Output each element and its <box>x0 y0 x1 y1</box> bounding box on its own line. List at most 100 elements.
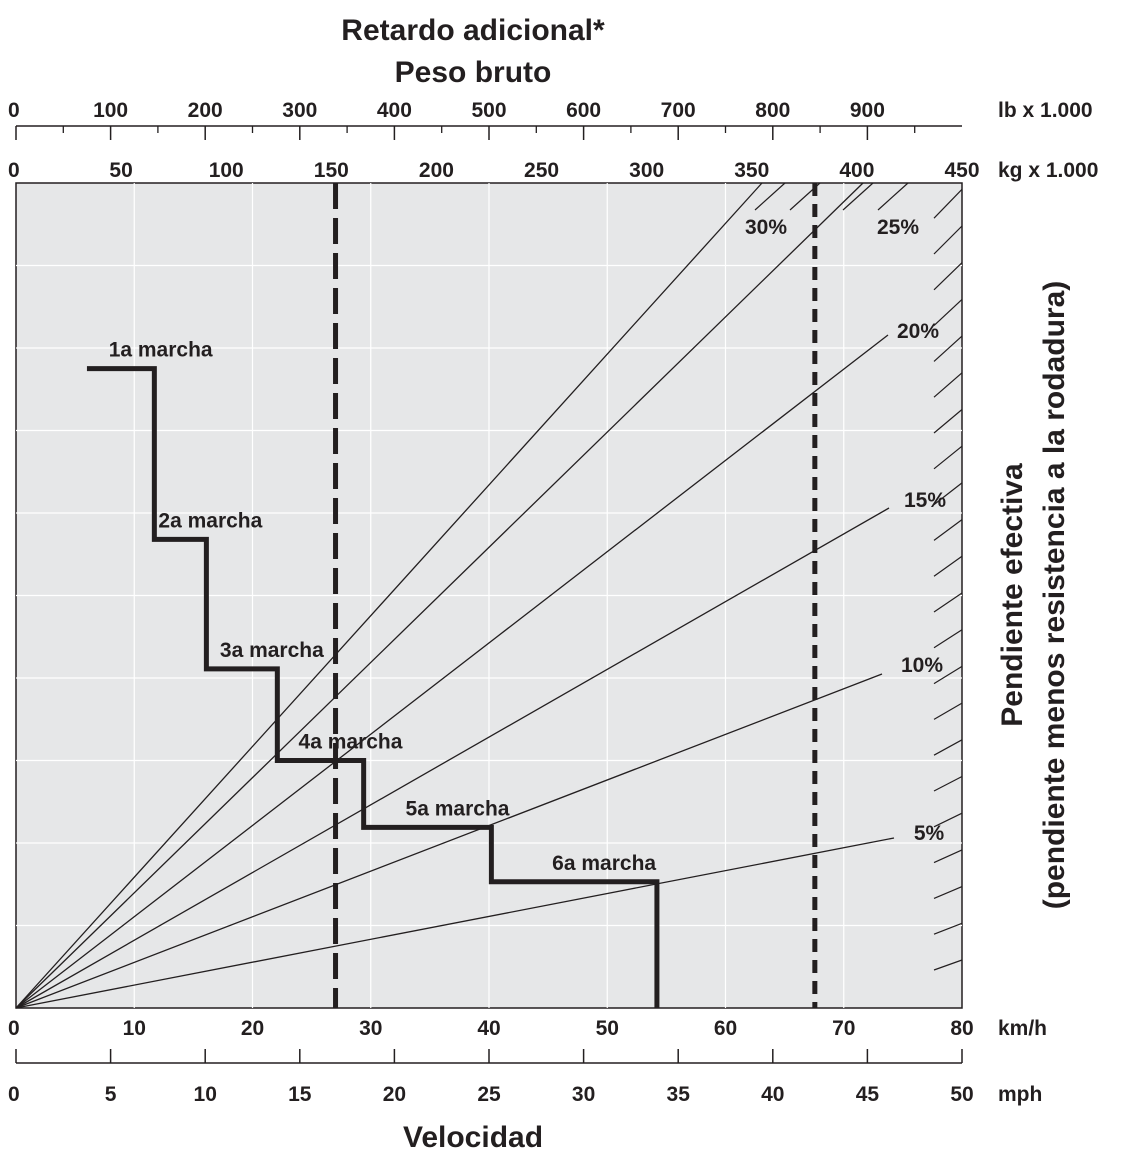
kg-unit-label: kg x 1.000 <box>998 159 1098 182</box>
gear-curve: 1a marcha 2a marcha 3a marcha 4a marcha 5a m… <box>86 339 660 1008</box>
mph-axis: 0 5 10 15 20 25 30 35 40 45 50 <box>8 1049 974 1106</box>
edge-tick <box>933 886 963 899</box>
gear-label-4: 4a marcha <box>299 731 403 754</box>
edge-tick <box>933 959 963 971</box>
mph-tick-label: 30 <box>572 1083 595 1106</box>
kg-tick-label: 150 <box>314 159 349 182</box>
kmh-tick-label: 70 <box>832 1017 855 1040</box>
edge-tick <box>933 445 963 470</box>
gear-curve-line <box>86 366 660 1008</box>
chart-title: Retardo adicional* <box>341 14 605 47</box>
kg-tick-label: 0 <box>8 159 20 182</box>
kg-tick-label: 250 <box>524 159 559 182</box>
kmh-tick-label: 50 <box>596 1017 619 1040</box>
kmh-tick-label: 30 <box>359 1017 382 1040</box>
mph-tick-label: 45 <box>856 1083 880 1106</box>
edge-tick <box>933 739 963 756</box>
edge-tick <box>933 188 963 219</box>
kg-axis: 0 50 100 150 200 250 300 350 400 450 <box>8 159 980 182</box>
mph-tick-label: 50 <box>950 1083 973 1106</box>
edge-tick <box>933 775 963 792</box>
kmh-tick-label: 80 <box>950 1017 973 1040</box>
grid <box>16 183 962 1008</box>
kg-tick-label: 300 <box>629 159 664 182</box>
edge-tick <box>933 482 963 506</box>
mph-unit-label: mph <box>998 1083 1042 1106</box>
dashed-weight-lines <box>333 183 818 1008</box>
grade-line-20 <box>15 334 889 1009</box>
gear-label-3: 3a marcha <box>220 639 324 662</box>
edge-tick <box>933 592 963 613</box>
kg-tick-label: 400 <box>839 159 874 182</box>
kg-tick-label: 200 <box>419 159 454 182</box>
edge-tick <box>933 225 963 255</box>
edge-tick <box>933 665 963 685</box>
kg-tick-label: 450 <box>944 159 979 182</box>
kmh-tick-label: 20 <box>241 1017 264 1040</box>
kmh-axis: 0 10 20 30 40 50 60 70 80 <box>8 1017 974 1040</box>
kmh-unit-label: km/h <box>998 1017 1047 1040</box>
edge-tick <box>933 702 963 720</box>
chart-subtitle: Peso bruto <box>395 56 552 89</box>
y-axis-label: Pendiente efectiva <box>996 463 1029 727</box>
mph-tick-label: 35 <box>667 1083 691 1106</box>
kmh-tick-label: 0 <box>8 1017 20 1040</box>
lb-tick-label: 800 <box>755 99 790 122</box>
mph-tick-label: 0 <box>8 1083 20 1106</box>
grade-label-15: 15% <box>904 489 946 512</box>
kmh-tick-label: 40 <box>477 1017 500 1040</box>
mph-tick-label: 20 <box>383 1083 406 1106</box>
edge-tick <box>933 262 963 291</box>
kmh-tick-label: 60 <box>714 1017 737 1040</box>
right-edge-ticks <box>754 182 963 971</box>
edge-tick <box>933 335 963 362</box>
lb-tick-label: 600 <box>566 99 601 122</box>
y-axis-label-2: (pendiente menos resistencia a la rodadu… <box>1038 281 1071 910</box>
grade-label-20: 20% <box>897 320 939 343</box>
corner-tick <box>754 182 786 211</box>
edge-tick <box>933 409 963 434</box>
grade-lines: 5% 10% 15% 20% 25% 30% <box>15 182 946 1009</box>
grade-label-30: 30% <box>745 216 787 239</box>
grade-line-10 <box>15 673 883 1009</box>
corner-tick <box>877 182 909 211</box>
corner-tick <box>842 182 874 211</box>
lb-tick-label: 200 <box>188 99 223 122</box>
x-axis-label: Velocidad <box>403 1121 543 1154</box>
mph-tick-label: 5 <box>105 1083 117 1106</box>
gear-label-5: 5a marcha <box>406 797 510 820</box>
mph-tick-label: 25 <box>477 1083 501 1106</box>
gear-label-2: 2a marcha <box>158 509 262 532</box>
edge-tick <box>933 298 963 327</box>
mph-tick-label: 40 <box>761 1083 784 1106</box>
grade-label-25: 25% <box>877 216 919 239</box>
kg-tick-label: 100 <box>209 159 244 182</box>
lb-tick-label: 400 <box>377 99 412 122</box>
grade-label-10: 10% <box>901 654 943 677</box>
edge-tick <box>933 812 963 828</box>
lb-tick-label: 700 <box>661 99 696 122</box>
lb-tick-label: 900 <box>850 99 885 122</box>
gear-label-1: 1a marcha <box>109 339 213 362</box>
kg-tick-label: 350 <box>734 159 769 182</box>
grade-line-25 <box>15 182 864 1009</box>
kg-tick-label: 50 <box>109 159 132 182</box>
edge-tick <box>933 629 963 649</box>
edge-tick <box>933 519 963 541</box>
edge-tick <box>933 922 963 935</box>
edge-tick <box>933 555 963 577</box>
mph-tick-label: 10 <box>194 1083 217 1106</box>
lb-tick-label: 300 <box>282 99 317 122</box>
edge-tick <box>933 849 963 864</box>
grade-line-15 <box>15 507 890 1009</box>
kmh-tick-label: 10 <box>123 1017 146 1040</box>
edge-tick <box>933 372 963 398</box>
gear-label-6: 6a marcha <box>552 852 656 875</box>
lb-axis: 0 100 200 300 400 500 600 700 800 900 <box>8 99 962 140</box>
mph-tick-label: 15 <box>288 1083 312 1106</box>
lb-tick-label: 100 <box>93 99 128 122</box>
grade-line-30 <box>15 182 763 1009</box>
lb-unit-label: lb x 1.000 <box>998 99 1093 122</box>
grade-label-5: 5% <box>914 822 945 845</box>
